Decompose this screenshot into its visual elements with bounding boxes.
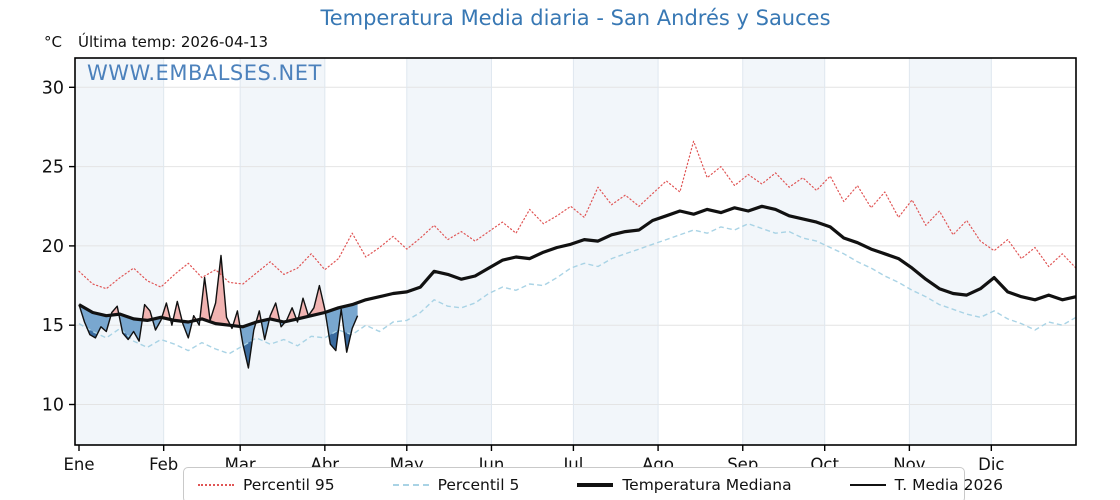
legend-item-mediana: Temperatura Mediana bbox=[577, 476, 792, 494]
percentil-5-line-icon bbox=[392, 484, 429, 486]
legend-label-mediana: Temperatura Mediana bbox=[622, 476, 792, 494]
watermark: WWW.EMBALSES.NET bbox=[87, 61, 322, 85]
y-tick-label: 30 bbox=[42, 78, 64, 98]
y-tick-label: 20 bbox=[42, 237, 64, 257]
fill-below-p5 bbox=[243, 340, 252, 368]
x-tick-label: Feb bbox=[149, 455, 178, 474]
fill-below-median bbox=[182, 321, 193, 338]
y-axis-unit-label: °C bbox=[44, 33, 62, 51]
x-tick-label: Dic bbox=[978, 455, 1004, 474]
fill-above-median bbox=[173, 301, 183, 322]
legend-label-percentil-5: Percentil 5 bbox=[437, 476, 520, 494]
legend-label-t-media-2026: T. Media 2026 bbox=[894, 476, 1004, 494]
percentil-95-line-icon bbox=[198, 484, 234, 486]
fill-above-median bbox=[142, 304, 153, 321]
y-tick-label: 15 bbox=[42, 316, 64, 336]
y-tick-label: 25 bbox=[42, 158, 64, 178]
legend-item-percentil-95: Percentil 95 bbox=[198, 476, 335, 494]
fill-below-median bbox=[79, 305, 111, 338]
t-media-2026-line-icon bbox=[849, 484, 886, 486]
t-media-2026-line bbox=[78, 254, 359, 369]
mediana-line-icon bbox=[577, 483, 614, 487]
chart-legend: Percentil 95 Percentil 5 Temperatura Med… bbox=[183, 467, 1003, 500]
x-tick-label: Ene bbox=[63, 455, 94, 474]
fill-above-median bbox=[269, 303, 280, 322]
legend-label-percentil-95: Percentil 95 bbox=[243, 476, 335, 494]
percentil-95-line bbox=[78, 140, 1076, 290]
month-bands bbox=[75, 58, 992, 445]
last-temp-label: Última temp: 2026-04-13 bbox=[78, 33, 269, 51]
page-title: Temperatura Media diaria - San Andrés y … bbox=[320, 6, 831, 30]
plot-frame bbox=[74, 57, 1077, 446]
fill-above-median bbox=[298, 285, 325, 319]
legend-item-t-media-2026: T. Media 2026 bbox=[849, 476, 1004, 494]
fill-below-median bbox=[261, 319, 269, 340]
temperatura-mediana-line bbox=[78, 204, 1076, 329]
gridlines bbox=[75, 58, 1076, 445]
percentil-5-line bbox=[78, 223, 1076, 355]
fill-above-median bbox=[199, 255, 230, 326]
fill-below-p5 bbox=[87, 328, 97, 338]
plot-area bbox=[78, 140, 1076, 369]
legend-item-percentil-5: Percentil 5 bbox=[392, 476, 520, 494]
fill-above-median bbox=[162, 303, 170, 320]
y-tick-label: 10 bbox=[42, 396, 64, 416]
